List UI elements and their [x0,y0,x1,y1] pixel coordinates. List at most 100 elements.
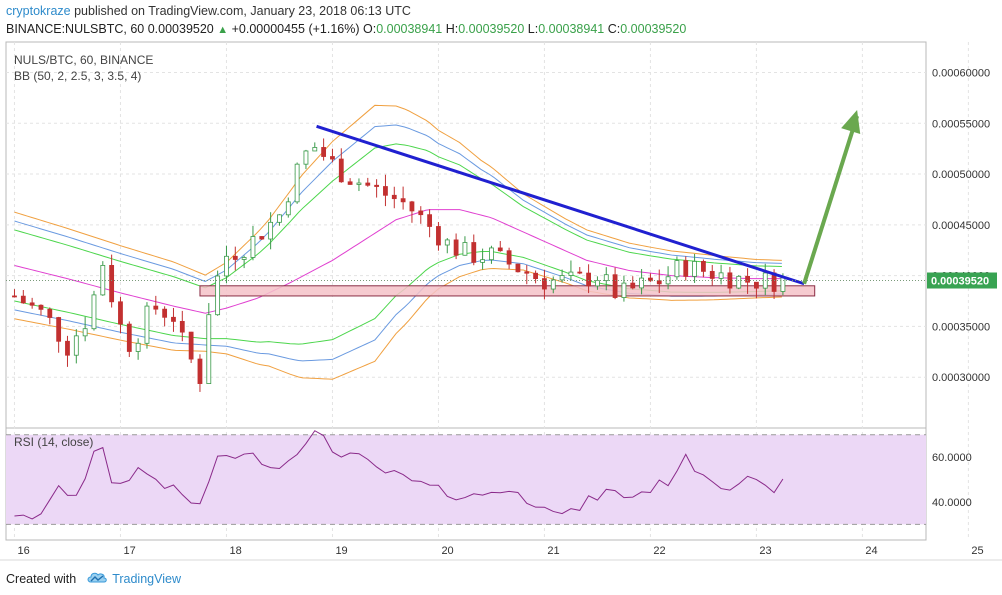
time-tick-label: 20 [441,545,453,557]
candle-body [471,242,477,263]
time-tick-label: 25 [971,545,983,557]
candle-body [374,184,380,187]
candle-body [418,210,424,216]
drawings[interactable] [316,110,861,286]
candle-body [356,182,362,185]
candle-body [391,194,397,200]
symbol-line: BINANCE:NULSBTC, 60 [6,22,145,36]
candle-body [206,314,212,384]
candle-body [135,342,141,352]
change-value: +0.00000455 (+1.16%) [231,22,360,36]
candle-body [674,260,680,278]
time-tick-label: 24 [865,545,877,557]
candle-body [524,271,530,274]
candle-body [20,295,26,304]
candle-body [224,255,229,277]
price-tick-label: 0.00060000 [932,67,990,79]
candle-body [338,158,344,183]
high-label: H: [445,22,459,36]
rsi-tick-label: 60.0000 [932,452,972,464]
price-pane [5,41,927,429]
candle-body [550,279,556,290]
open-label: O: [363,22,377,36]
candle-body [303,150,309,165]
time-tick-label: 19 [335,545,347,557]
last-price-badge [927,272,997,289]
bb-band-3-lower [14,268,782,380]
time-tick-label: 22 [653,545,665,557]
candle-body [29,302,35,306]
candle-body [630,282,636,289]
candle-body [780,277,786,292]
candle-body [559,275,565,281]
candle-body [153,305,159,310]
candle-body [118,301,123,325]
candle-body [480,259,486,263]
candle-body [73,335,79,356]
price-tick-label: 0.00030000 [932,372,990,384]
candle-body [179,320,185,333]
time-tick-label: 23 [759,545,771,557]
candle-body [586,272,591,287]
candle-body [144,305,150,344]
candle-body [294,163,300,203]
candle-body [453,239,459,256]
time-tick-label: 18 [229,545,241,557]
trendline [316,124,805,286]
price-tick-label: 0.00035000 [932,321,990,333]
high-value: 0.00039520 [458,22,525,36]
time-tick-label: 17 [123,545,135,557]
legend-bb: BB (50, 2, 2.5, 3, 3.5, 4) [14,69,141,83]
candle-body [542,278,547,290]
candle-body [533,272,539,280]
candle-body [603,274,609,282]
rsi-band [6,434,926,525]
candle-body [568,271,574,276]
candle-body [409,201,415,212]
candle-body [277,214,282,223]
axes: 0.000300000.000350000.000400000.00045000… [6,67,997,557]
price-tick-label: 0.00050000 [932,169,990,181]
support-zone[interactable] [199,285,816,297]
candle-body [312,147,318,152]
candle-body [330,156,335,160]
candle-body [215,275,221,316]
open-value: 0.00038941 [376,22,443,36]
last-value: 0.00039520 [147,22,214,36]
last-price-label: 0.00039520 [931,276,989,288]
legend-rsi: RSI (14, close) [14,435,93,449]
candle-body [577,271,583,274]
publish-info: cryptokraze published on TradingView.com… [6,4,411,18]
candle-body [497,247,503,252]
created-with-text: Created with [6,571,77,586]
up-arrow-shaft [802,115,860,285]
time-tick-label: 21 [547,545,559,557]
candle-body [65,340,70,356]
author-link[interactable]: cryptokraze [6,4,71,18]
candle-body [126,323,132,352]
candle-body [268,221,274,240]
candle-body [12,295,17,298]
candle-body [754,281,759,289]
tradingview-cloud-icon[interactable] [86,570,108,587]
candle-body [648,277,653,282]
up-triangle-icon: ▲ [217,24,229,36]
up-arrow-head [841,110,861,135]
ohlc-line: BINANCE:NULSBTC, 60 0.00039520 ▲ +0.0000… [6,22,686,36]
published-text: published on TradingView.com, January 23… [74,4,411,18]
candle-body [701,261,706,272]
candle-body [38,304,44,310]
rsi-line [14,430,784,520]
candle-body [82,328,88,337]
tradingview-link[interactable]: TradingView [112,571,181,586]
candle-body [383,186,388,196]
rsi-tick-label: 40.0000 [932,497,972,509]
bb-band-2-upper [14,143,782,289]
close-value: 0.00039520 [620,22,687,36]
bb-basis [14,209,782,314]
legend-symbol: NULS/BTC, 60, BINANCE [14,53,153,67]
candle-body [692,261,697,277]
candle-body [197,358,203,384]
low-value: 0.00038941 [538,22,605,36]
